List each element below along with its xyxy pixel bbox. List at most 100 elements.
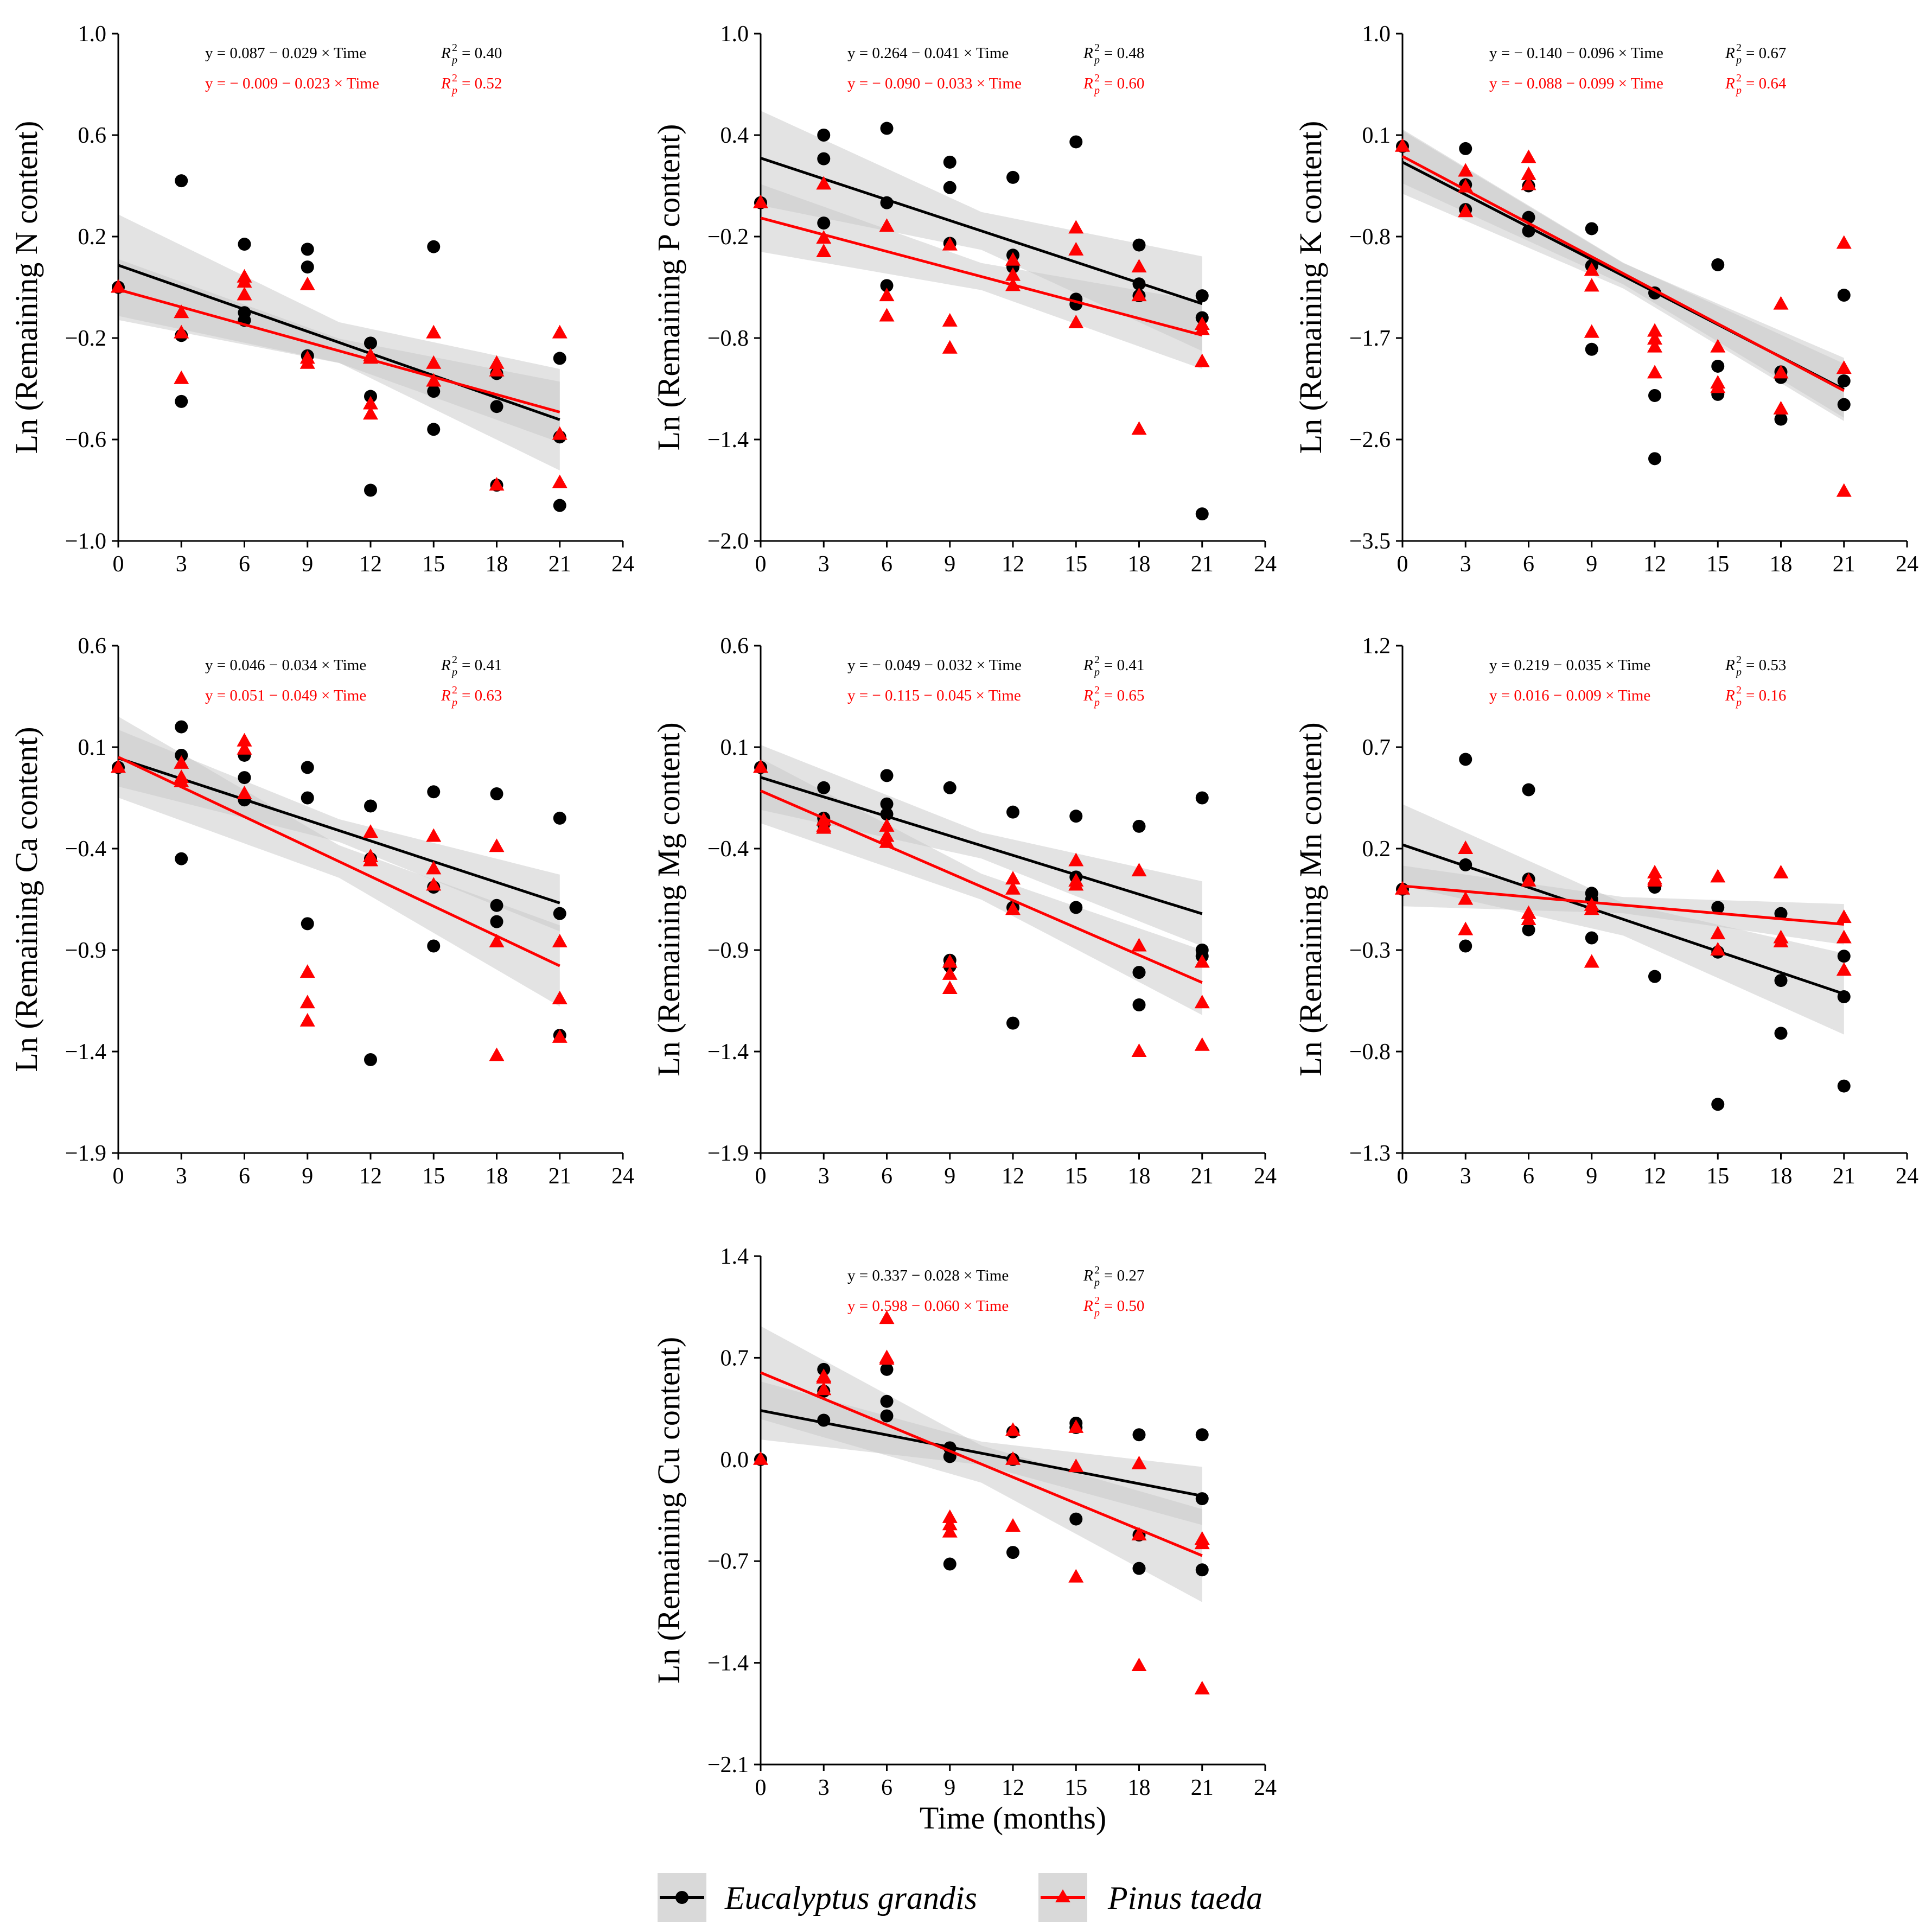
y-tick-label: 0.0 xyxy=(720,1448,749,1473)
y-tick-label: −2.0 xyxy=(707,529,749,554)
r2-symbol-r: R xyxy=(1725,44,1735,62)
data-point-eucalyptus xyxy=(175,852,188,865)
r2-value: = 0.63 xyxy=(462,687,502,704)
data-point-eucalyptus xyxy=(1522,224,1535,238)
data-point-eucalyptus xyxy=(553,352,566,365)
data-point-eucalyptus xyxy=(1837,374,1851,387)
data-point-pinus xyxy=(1521,872,1536,887)
chart-panel-5: 0.6 0.1 −0.4 −0.9 −1.4 −1.90 3 6 9 12 15 18 21 24 Ln (… xyxy=(651,634,1277,1189)
y-tick-label: −0.8 xyxy=(1349,1040,1391,1065)
data-point-pinus xyxy=(1131,1657,1147,1671)
data-point-eucalyptus xyxy=(1837,398,1851,411)
x-axis-title: Time (months) xyxy=(920,1800,1106,1836)
y-tick-label: −0.4 xyxy=(65,837,106,862)
x-tick-label: 12 xyxy=(359,1164,382,1189)
regression-line-series-2 xyxy=(1402,884,1844,926)
regression-equation: y = 0.016 − 0.009 × Time xyxy=(1489,687,1650,704)
y-tick-label: 0.1 xyxy=(720,735,749,760)
y-tick-label: 0.7 xyxy=(720,1346,749,1371)
data-point-eucalyptus xyxy=(364,483,377,497)
data-point-pinus xyxy=(1068,220,1084,234)
chart-panel-1: 1.0 0.6 0.2 −0.2 −0.6 −1.0 0 3 6 9 12 15 18 21 24 Ln (R… xyxy=(9,22,634,577)
data-point-pinus xyxy=(174,773,189,787)
data-point-eucalyptus xyxy=(1774,1027,1788,1040)
data-point-eucalyptus xyxy=(880,196,894,209)
y-tick-label: 1.0 xyxy=(720,22,749,47)
legend-item-eucalyptus: Eucalyptus grandis xyxy=(658,1873,977,1922)
y-tick-label: −0.4 xyxy=(707,837,749,862)
data-point-pinus xyxy=(1836,360,1852,374)
data-point-pinus xyxy=(1647,864,1662,878)
data-point-pinus xyxy=(363,350,378,364)
data-point-pinus xyxy=(1068,1569,1084,1583)
y-tick-label: 1.0 xyxy=(78,22,107,47)
data-point-pinus xyxy=(111,279,126,293)
x-tick-label: 24 xyxy=(1896,1164,1918,1189)
data-point-eucalyptus xyxy=(1132,998,1146,1011)
x-tick-label: 12 xyxy=(359,552,382,577)
legend-label-pinus: Pinus taeda xyxy=(1107,1880,1263,1916)
x-tick-label: 6 xyxy=(239,552,250,577)
data-point-pinus xyxy=(552,1029,568,1043)
data-point-pinus xyxy=(1773,365,1789,379)
data-point-eucalyptus xyxy=(1522,783,1535,797)
data-point-pinus xyxy=(942,966,958,980)
data-point-pinus xyxy=(942,954,958,968)
x-tick-label: 3 xyxy=(818,1164,830,1189)
data-point-pinus xyxy=(1836,235,1852,249)
data-point-pinus xyxy=(879,1310,895,1324)
data-point-pinus xyxy=(174,304,189,319)
data-point-pinus xyxy=(816,1381,832,1396)
data-point-eucalyptus xyxy=(1195,1428,1209,1442)
data-point-eucalyptus xyxy=(1459,753,1472,766)
data-point-eucalyptus xyxy=(490,915,503,928)
regression-line-series-2 xyxy=(760,1371,1203,1557)
data-point-eucalyptus xyxy=(1837,990,1851,1004)
x-tick-label: 6 xyxy=(1523,1164,1534,1189)
data-point-pinus xyxy=(1194,1680,1210,1695)
r2-symbol-r: R xyxy=(1083,1267,1093,1284)
data-point-eucalyptus xyxy=(175,720,188,734)
y-tick-label: −0.8 xyxy=(707,326,749,351)
data-point-pinus xyxy=(1710,869,1726,883)
data-point-pinus xyxy=(1521,149,1536,163)
data-point-eucalyptus xyxy=(880,1362,894,1376)
data-point-pinus xyxy=(816,230,832,244)
x-tick-label: 0 xyxy=(1397,1164,1408,1189)
data-point-pinus xyxy=(1194,353,1210,367)
data-point-pinus xyxy=(1773,400,1789,415)
data-point-pinus xyxy=(237,741,252,755)
data-point-pinus xyxy=(1584,324,1599,338)
x-tick-label: 18 xyxy=(1128,1164,1151,1189)
data-point-pinus xyxy=(1647,365,1662,379)
y-axis-title: Ln (Remaining Ca content) xyxy=(9,727,44,1072)
regression-equation: y = 0.087 − 0.029 × Time xyxy=(205,44,366,62)
regression-equation: y = 0.337 − 0.028 × Time xyxy=(847,1267,1009,1284)
data-point-pinus xyxy=(1584,954,1599,968)
data-point-pinus xyxy=(363,406,378,420)
data-point-eucalyptus xyxy=(553,907,566,920)
y-tick-label: −1.3 xyxy=(1349,1141,1391,1166)
legend: Eucalyptus grandis Pinus taeda xyxy=(658,1873,1263,1922)
r2-subscript: p xyxy=(451,85,457,97)
x-tick-label: 12 xyxy=(1643,1164,1666,1189)
x-tick-label: 24 xyxy=(1254,552,1277,577)
data-point-eucalyptus xyxy=(880,279,894,292)
x-tick-label: 12 xyxy=(1002,552,1024,577)
data-point-pinus xyxy=(1584,278,1599,292)
data-point-pinus xyxy=(1458,203,1474,218)
y-tick-label: 0.1 xyxy=(78,735,107,760)
y-tick-label: 0.4 xyxy=(720,123,749,148)
data-point-pinus xyxy=(753,759,768,773)
data-point-pinus xyxy=(489,1047,505,1061)
data-point-eucalyptus xyxy=(301,243,314,256)
r2-subscript: p xyxy=(451,666,457,678)
data-point-eucalyptus xyxy=(1837,950,1851,963)
x-tick-label: 21 xyxy=(1191,1164,1214,1189)
data-point-eucalyptus xyxy=(943,181,957,194)
regression-equation: y = − 0.090 − 0.033 × Time xyxy=(847,75,1022,92)
regression-line-series-1 xyxy=(760,157,1203,305)
y-tick-label: −1.9 xyxy=(707,1141,749,1166)
x-tick-label: 9 xyxy=(1586,1164,1597,1189)
data-point-eucalyptus xyxy=(1195,1492,1209,1506)
